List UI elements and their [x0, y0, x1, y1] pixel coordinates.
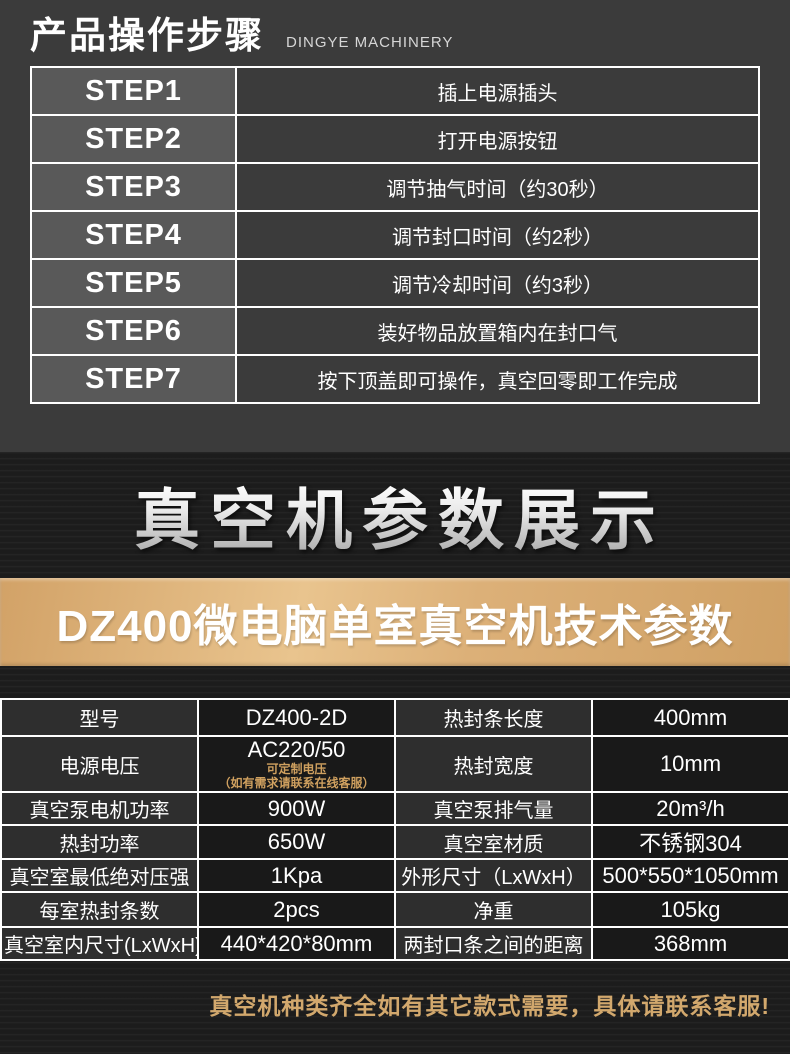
spec-label-cell: 真空室最低绝对压强: [0, 858, 199, 893]
spec-value-cell: 20m³/h: [591, 791, 790, 826]
step-row: STEP7 按下顶盖即可操作，真空回零即工作完成: [30, 354, 760, 404]
spec-label-cell: 真空室材质: [394, 824, 593, 860]
voltage-value: AC220/50: [247, 736, 346, 762]
operation-steps-section: 产品操作步骤 DINGYE MACHINERY STEP1 插上电源插头 STE…: [0, 0, 790, 452]
step-number-cell: STEP4: [30, 210, 237, 260]
spec-label-cell: 型号: [0, 698, 199, 737]
step-desc-cell: 装好物品放置箱内在封口气: [235, 306, 760, 356]
spec-label-cell: 真空泵排气量: [394, 791, 593, 826]
spec-value-cell: 105kg: [591, 891, 790, 928]
spec-row: 电源电压 AC220/50 可定制电压 （如有需求请联系在线客服） 热封宽度 1…: [0, 735, 790, 793]
spec-row: 真空室内尺寸(LxWxH) 440*420*80mm 两封口条之间的距离 368…: [0, 926, 790, 961]
spec-value-cell: 500*550*1050mm: [591, 858, 790, 893]
step-row: STEP4 调节封口时间（约2秒）: [30, 210, 760, 260]
step-row: STEP2 打开电源按钮: [30, 114, 760, 164]
spec-value-cell: 368mm: [591, 926, 790, 961]
spec-value-cell: 440*420*80mm: [197, 926, 396, 961]
spec-label-cell: 热封功率: [0, 824, 199, 860]
step-number-cell: STEP5: [30, 258, 237, 308]
spec-label-cell: 真空室内尺寸(LxWxH): [0, 926, 199, 961]
spec-row: 每室热封条数 2pcs 净重 105kg: [0, 891, 790, 928]
model-banner-title: DZ400微电脑单室真空机技术参数: [56, 602, 734, 651]
model-banner: DZ400微电脑单室真空机技术参数: [0, 578, 790, 666]
spec-label-cell: 真空泵电机功率: [0, 791, 199, 826]
spec-value-cell: AC220/50 可定制电压 （如有需求请联系在线客服）: [197, 735, 396, 793]
step-desc-cell: 调节封口时间（约2秒）: [235, 210, 760, 260]
step-desc-cell: 调节冷却时间（约3秒）: [235, 258, 760, 308]
spec-label-cell: 外形尺寸（LxWxH）: [394, 858, 593, 893]
step-row: STEP5 调节冷却时间（约3秒）: [30, 258, 760, 308]
spec-row: 真空室最低绝对压强 1Kpa 外形尺寸（LxWxH） 500*550*1050m…: [0, 858, 790, 893]
spec-row: 热封功率 650W 真空室材质 不锈钢304: [0, 824, 790, 860]
step-number-cell: STEP2: [30, 114, 237, 164]
steps-table: STEP1 插上电源插头 STEP2 打开电源按钮 STEP3 调节抽气时间（约…: [30, 66, 760, 404]
params-banner: 真空机参数展示: [0, 452, 790, 578]
spec-value-cell: 400mm: [591, 698, 790, 737]
parameters-section: 真空机参数展示 DZ400微电脑单室真空机技术参数 型号 DZ400-2D 热封…: [0, 452, 790, 1054]
step-row: STEP3 调节抽气时间（约30秒）: [30, 162, 760, 212]
spec-table: 型号 DZ400-2D 热封条长度 400mm 电源电压 AC220/50 可定…: [0, 698, 790, 961]
step-desc-cell: 插上电源插头: [235, 66, 760, 116]
section-title-row: 产品操作步骤 DINGYE MACHINERY: [0, 0, 790, 54]
step-desc-cell: 调节抽气时间（约30秒）: [235, 162, 760, 212]
step-row: STEP6 装好物品放置箱内在封口气: [30, 306, 760, 356]
spec-value-cell: 650W: [197, 824, 396, 860]
spec-label-cell: 两封口条之间的距离: [394, 926, 593, 961]
spec-value-cell: 10mm: [591, 735, 790, 793]
step-row: STEP1 插上电源插头: [30, 66, 760, 116]
spec-label-cell: 热封宽度: [394, 735, 593, 793]
spec-label-cell: 电源电压: [0, 735, 199, 793]
step-number-cell: STEP3: [30, 162, 237, 212]
spec-value-cell: 900W: [197, 791, 396, 826]
voltage-note-line2: （如有需求请联系在线客服）: [218, 776, 375, 791]
params-banner-title: 真空机参数展示: [124, 467, 666, 563]
contact-note: 真空机种类齐全如有其它款式需要，具体请联系客服!: [209, 993, 770, 1019]
spec-label-cell: 热封条长度: [394, 698, 593, 737]
step-number-cell: STEP6: [30, 306, 237, 356]
page-title: 产品操作步骤: [30, 15, 264, 56]
step-number-cell: STEP7: [30, 354, 237, 404]
brand-subtitle: DINGYE MACHINERY: [286, 34, 454, 51]
spec-row: 型号 DZ400-2D 热封条长度 400mm: [0, 698, 790, 737]
spec-value-cell: 不锈钢304: [591, 824, 790, 860]
spec-value-cell: 2pcs: [197, 891, 396, 928]
step-desc-cell: 按下顶盖即可操作，真空回零即工作完成: [235, 354, 760, 404]
spec-row: 真空泵电机功率 900W 真空泵排气量 20m³/h: [0, 791, 790, 826]
spec-label-cell: 每室热封条数: [0, 891, 199, 928]
step-desc-cell: 打开电源按钮: [235, 114, 760, 164]
spec-value-cell: 1Kpa: [197, 858, 396, 893]
spec-value-cell: DZ400-2D: [197, 698, 396, 737]
step-number-cell: STEP1: [30, 66, 237, 116]
voltage-note-line1: 可定制电压: [266, 761, 327, 776]
spec-label-cell: 净重: [394, 891, 593, 928]
